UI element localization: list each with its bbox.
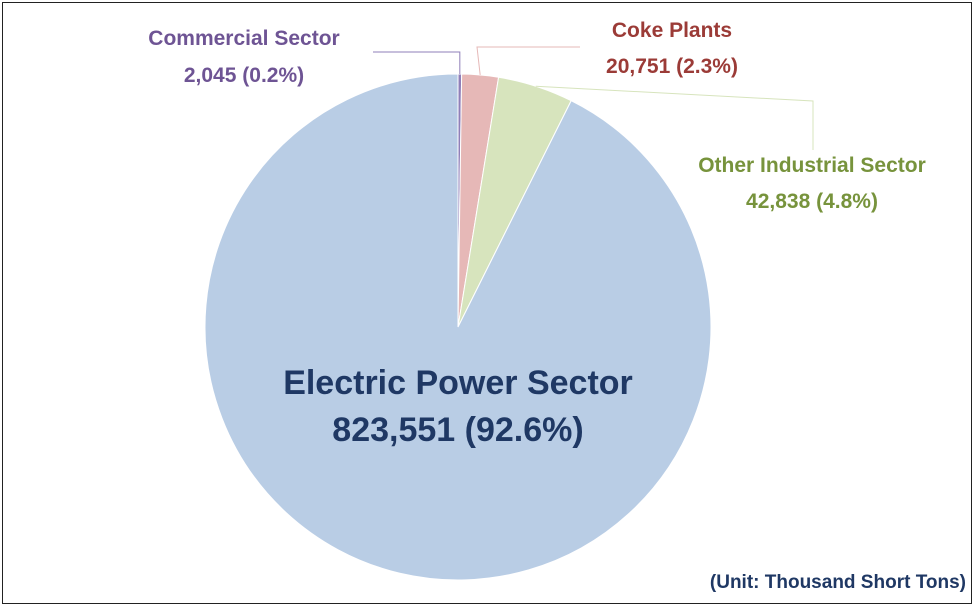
label-commercial-sector: Commercial Sector (148, 27, 339, 50)
label-coke-plants: Coke Plants (612, 19, 732, 42)
slice-electric-power-sector (204, 73, 712, 581)
label-electric-power-sector: Electric Power Sector (283, 364, 633, 402)
value-coke-plants: 20,751 (2.3%) (606, 55, 738, 78)
leader-coke-plants (476, 46, 580, 76)
value-other-industrial-sector: 42,838 (4.8%) (746, 190, 878, 213)
leader-commercial-sector (373, 51, 461, 75)
value-electric-power-sector: 823,551 (92.6%) (332, 411, 583, 449)
value-commercial-sector: 2,045 (0.2%) (184, 64, 304, 87)
unit-note: (Unit: Thousand Short Tons) (710, 572, 966, 593)
leader-other-industrial-sector (535, 85, 814, 150)
label-other-industrial-sector: Other Industrial Sector (698, 154, 926, 177)
